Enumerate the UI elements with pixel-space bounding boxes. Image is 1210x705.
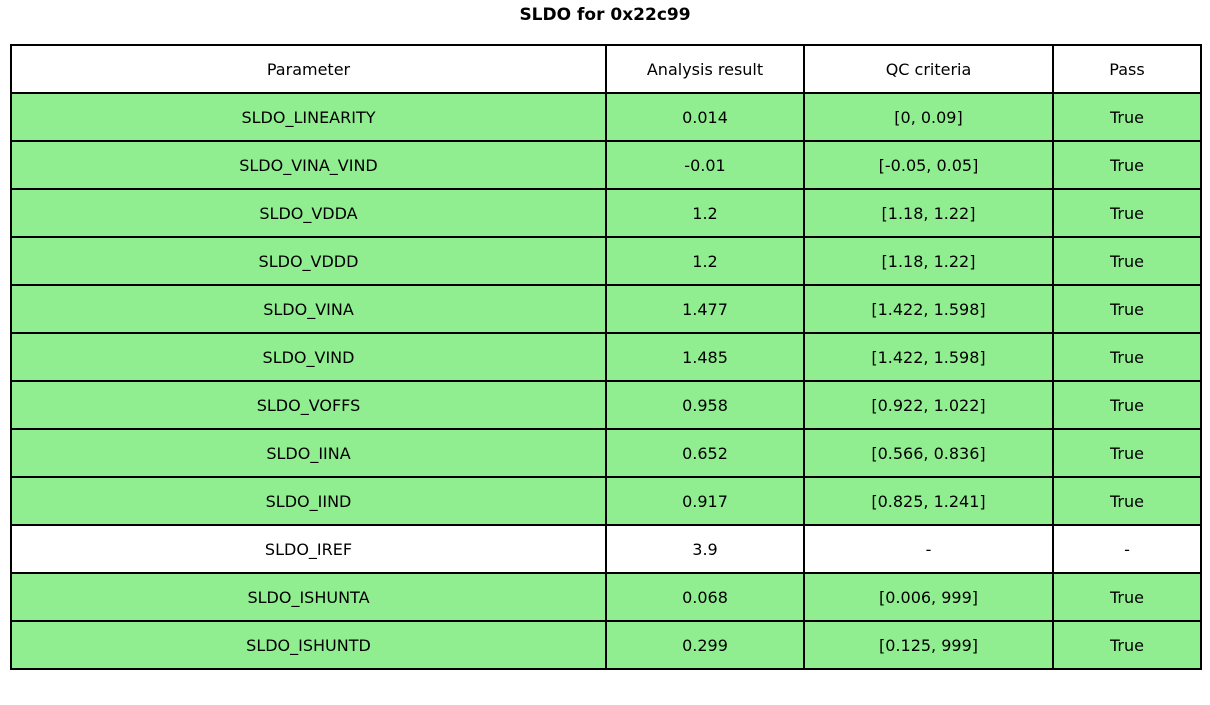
column-header-analysis-result: Analysis result [605,44,805,94]
column-header-parameter: Parameter [10,44,607,94]
table-row: SLDO_ISHUNTD 0.299 [0.125, 999] True [10,620,1202,670]
analysis-result-cell: 3.9 [605,524,805,574]
parameter-cell: SLDO_VINA [10,284,607,334]
analysis-result-cell: 1.477 [605,284,805,334]
analysis-result-cell: 0.958 [605,380,805,430]
table-row: SLDO_VDDD 1.2 [1.18, 1.22] True [10,236,1202,286]
pass-cell: True [1052,140,1202,190]
table-row: SLDO_IINA 0.652 [0.566, 0.836] True [10,428,1202,478]
pass-cell: True [1052,236,1202,286]
parameter-cell: SLDO_IREF [10,524,607,574]
qc-criteria-cell: [1.18, 1.22] [803,188,1054,238]
parameter-cell: SLDO_VOFFS [10,380,607,430]
table-row: SLDO_ISHUNTA 0.068 [0.006, 999] True [10,572,1202,622]
page-title: SLDO for 0x22c99 [519,5,691,25]
table-row: SLDO_IIND 0.917 [0.825, 1.241] True [10,476,1202,526]
table-row: SLDO_IREF 3.9- - [10,524,1202,574]
table-row: SLDO_VDDA 1.2 [1.18, 1.22] True [10,188,1202,238]
pass-cell: True [1052,476,1202,526]
parameter-cell: SLDO_VDDA [10,188,607,238]
analysis-result-cell: 0.299 [605,620,805,670]
analysis-result-cell: 1.2 [605,236,805,286]
qc-criteria-cell: [1.422, 1.598] [803,332,1054,382]
qc-criteria-cell: [1.18, 1.22] [803,236,1054,286]
column-header-pass: Pass [1052,44,1202,94]
qc-criteria-cell: [0.922, 1.022] [803,380,1054,430]
column-header-qc-criteria: QC criteria [803,44,1054,94]
pass-cell: True [1052,188,1202,238]
table-body: SLDO_LINEARITY 0.014 [0, 0.09] True SLDO_VIN… [10,92,1202,670]
header-row: Parameter Analysis result QC criteria Pa… [10,44,1202,94]
parameter-cell: SLDO_LINEARITY [10,92,607,142]
pass-cell: True [1052,620,1202,670]
analysis-result-cell: 1.2 [605,188,805,238]
qc-criteria-cell: [0.825, 1.241] [803,476,1054,526]
analysis-result-cell: 0.014 [605,92,805,142]
analysis-result-cell: 0.917 [605,476,805,526]
qc-criteria-cell: [0.125, 999] [803,620,1054,670]
qc-criteria-cell: [0.566, 0.836] [803,428,1054,478]
analysis-result-cell: -0.01 [605,140,805,190]
parameter-cell: SLDO_IINA [10,428,607,478]
table-row: SLDO_VOFFS 0.958 [0.922, 1.022] True [10,380,1202,430]
analysis-result-cell: 0.652 [605,428,805,478]
parameter-cell: SLDO_ISHUNTD [10,620,607,670]
pass-cell: True [1052,572,1202,622]
parameter-cell: SLDO_VINA_VIND [10,140,607,190]
parameter-cell: SLDO_VIND [10,332,607,382]
qc-criteria-cell: [0, 0.09] [803,92,1054,142]
pass-cell: True [1052,380,1202,430]
table-row: SLDO_LINEARITY 0.014 [0, 0.09] True [10,92,1202,142]
parameter-cell: SLDO_IIND [10,476,607,526]
analysis-result-cell: 0.068 [605,572,805,622]
pass-cell: True [1052,284,1202,334]
qc-criteria-cell: [0.006, 999] [803,572,1054,622]
qc-criteria-cell: [-0.05, 0.05] [803,140,1054,190]
analysis-result-cell: 1.485 [605,332,805,382]
pass-cell: True [1052,332,1202,382]
qc-criteria-cell: - [803,524,1054,574]
pass-cell: True [1052,92,1202,142]
pass-cell: True [1052,428,1202,478]
table-row: SLDO_VINA 1.477 [1.422, 1.598] True [10,284,1202,334]
parameter-cell: SLDO_ISHUNTA [10,572,607,622]
table-row: SLDO_VINA_VIND -0.01 [-0.05, 0.05] True [10,140,1202,190]
parameter-cell: SLDO_VDDD [10,236,607,286]
pass-cell: - [1052,524,1202,574]
qc-criteria-cell: [1.422, 1.598] [803,284,1054,334]
qc-results-table: Parameter Analysis result QC criteria Pa… [10,44,1202,670]
table-row: SLDO_VIND 1.485 [1.422, 1.598] True [10,332,1202,382]
